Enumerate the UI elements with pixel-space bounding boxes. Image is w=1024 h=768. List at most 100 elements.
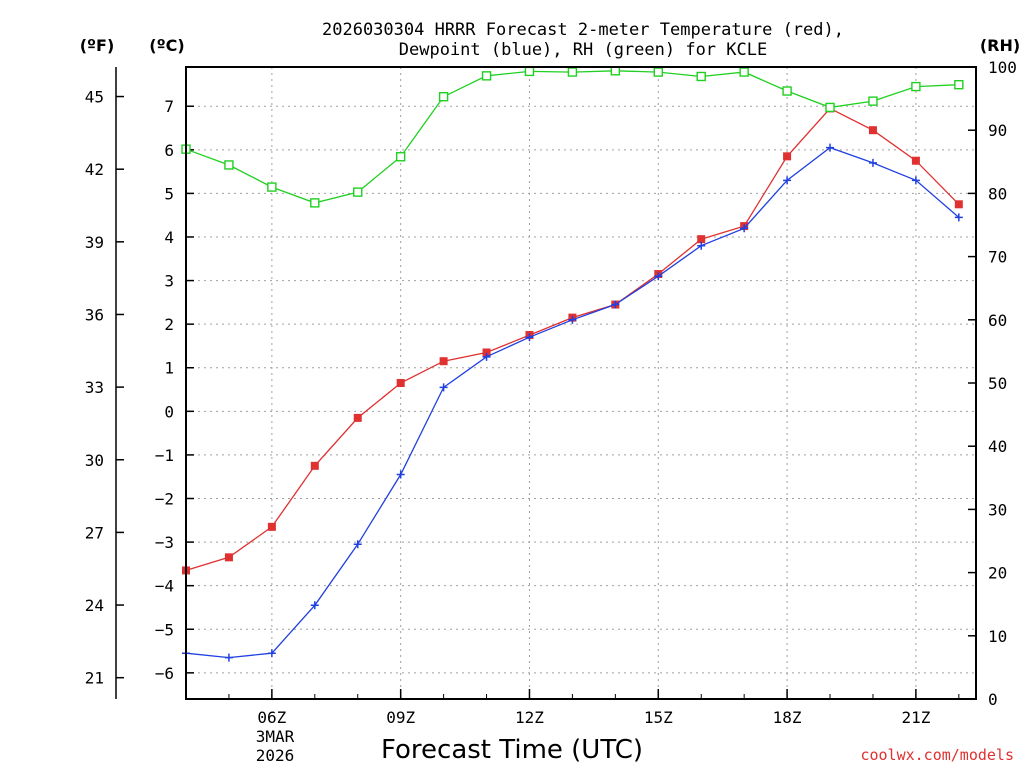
date-label-month: 3MAR <box>256 727 295 746</box>
celsius-tick-label: −2 <box>155 490 174 509</box>
rh-tick-label: 90 <box>988 121 1007 140</box>
temperature-point <box>697 235 706 244</box>
fahrenheit-unit-label: (ºF) <box>80 36 115 55</box>
rh-line <box>185 70 959 204</box>
temperature-point <box>868 126 877 135</box>
time-tick-label: 18Z <box>773 708 802 727</box>
rh-point <box>954 79 964 90</box>
rh-tick-label: 80 <box>988 184 1007 203</box>
time-tick-label: 21Z <box>901 708 930 727</box>
fahrenheit-tick-label: 27 <box>85 523 104 542</box>
dewpoint-point <box>868 158 877 167</box>
temperature-point <box>482 348 491 357</box>
celsius-tick-label: 2 <box>164 315 174 334</box>
fahrenheit-tick-label: 30 <box>85 451 104 470</box>
dewpoint-point <box>396 470 405 479</box>
dewpoint-point <box>482 352 491 361</box>
rh-point <box>224 160 234 170</box>
dewpoint-point <box>826 143 835 152</box>
time-tick-label: 12Z <box>515 708 544 727</box>
rh-point <box>481 71 492 81</box>
dewpoint-point <box>783 176 792 185</box>
dewpoint-point <box>525 333 534 342</box>
fahrenheit-tick-label: 24 <box>85 596 104 615</box>
rh-tick-label: 0 <box>988 690 998 709</box>
rh-tick-label: 10 <box>988 627 1007 646</box>
rh-point <box>353 187 363 197</box>
rh-point <box>868 96 878 106</box>
rh-series <box>181 66 964 208</box>
fahrenheit-tick-label: 42 <box>85 160 104 179</box>
gridlines <box>186 67 976 699</box>
celsius-axis: 7 6 5 4 3 2 1 0 −1 −2 −3 −4 −5 −6 <box>155 97 194 683</box>
dewpoint-line <box>185 146 960 659</box>
chart-title-line1: 2026030304 HRRR Forecast 2-meter Tempera… <box>322 20 844 40</box>
fahrenheit-tick-label: 45 <box>85 88 104 107</box>
time-tick-label: 06Z <box>257 708 286 727</box>
rh-tick-label: 50 <box>988 374 1007 393</box>
rh-point <box>739 67 749 77</box>
temperature-point <box>353 413 362 422</box>
time-tick-label: 09Z <box>386 708 415 727</box>
dewpoint-point <box>611 300 620 309</box>
dewpoint-point <box>911 176 920 185</box>
fahrenheit-tick-label: 33 <box>85 378 104 397</box>
dewpoint-series <box>182 143 963 662</box>
temperature-point <box>783 152 792 161</box>
temperature-point <box>396 379 405 387</box>
temperature-point <box>310 461 319 470</box>
rh-point <box>438 92 449 102</box>
celsius-tick-label: 7 <box>164 97 174 116</box>
time-axis: 06Z 09Z 12Z 15Z 18Z 21Z <box>185 689 960 727</box>
time-tick-label: 15Z <box>644 708 673 727</box>
rh-tick-label: 60 <box>988 311 1007 330</box>
dewpoint-point <box>654 272 663 281</box>
rh-tick-label: 20 <box>988 564 1007 583</box>
rh-point <box>267 182 277 192</box>
fahrenheit-axis: 45 42 39 36 33 30 27 24 21 <box>85 88 124 688</box>
dewpoint-point <box>439 383 448 392</box>
celsius-tick-label: 0 <box>164 402 174 421</box>
celsius-tick-label: −3 <box>155 533 174 552</box>
rh-point <box>825 102 835 113</box>
dewpoint-point <box>224 653 233 662</box>
dewpoint-point <box>954 213 963 222</box>
celsius-tick-label: 3 <box>164 272 174 291</box>
rh-point <box>395 152 406 162</box>
date-label-year: 2026 <box>256 746 295 765</box>
fahrenheit-tick-label: 39 <box>85 233 104 252</box>
plot-frame <box>185 66 977 700</box>
rh-point <box>782 86 792 96</box>
celsius-tick-label: −5 <box>155 620 174 639</box>
rh-tick-label: 70 <box>988 248 1007 267</box>
chart-title-line2: Dewpoint (blue), RH (green) for KCLE <box>399 40 767 60</box>
rh-point <box>310 198 320 208</box>
dewpoint-point <box>568 315 577 324</box>
celsius-tick-label: −1 <box>155 446 174 465</box>
dewpoint-point <box>267 649 276 658</box>
temperature-point <box>911 156 920 165</box>
series <box>181 66 964 662</box>
dewpoint-point <box>740 224 749 233</box>
celsius-tick-label: 1 <box>164 359 174 378</box>
celsius-tick-label: 6 <box>164 141 174 160</box>
dewpoint-point <box>697 241 706 250</box>
dewpoint-point <box>353 540 362 549</box>
rh-tick-label: 30 <box>988 500 1007 519</box>
credit-text: coolwx.com/models <box>860 746 1014 764</box>
temperature-line <box>185 107 960 572</box>
dewpoint-point <box>310 601 319 610</box>
celsius-tick-label: 5 <box>164 184 174 203</box>
rh-unit-label: (RH) <box>980 36 1020 55</box>
rh-tick-label: 100 <box>988 58 1017 77</box>
fahrenheit-tick-label: 21 <box>85 669 104 688</box>
rh-point <box>696 71 706 82</box>
fahrenheit-tick-label: 36 <box>85 305 104 324</box>
rh-point <box>524 66 535 77</box>
temperature-point <box>224 553 233 562</box>
temperature-point <box>439 357 448 366</box>
rh-tick-label: 40 <box>988 437 1007 456</box>
temperature-point <box>267 522 276 531</box>
